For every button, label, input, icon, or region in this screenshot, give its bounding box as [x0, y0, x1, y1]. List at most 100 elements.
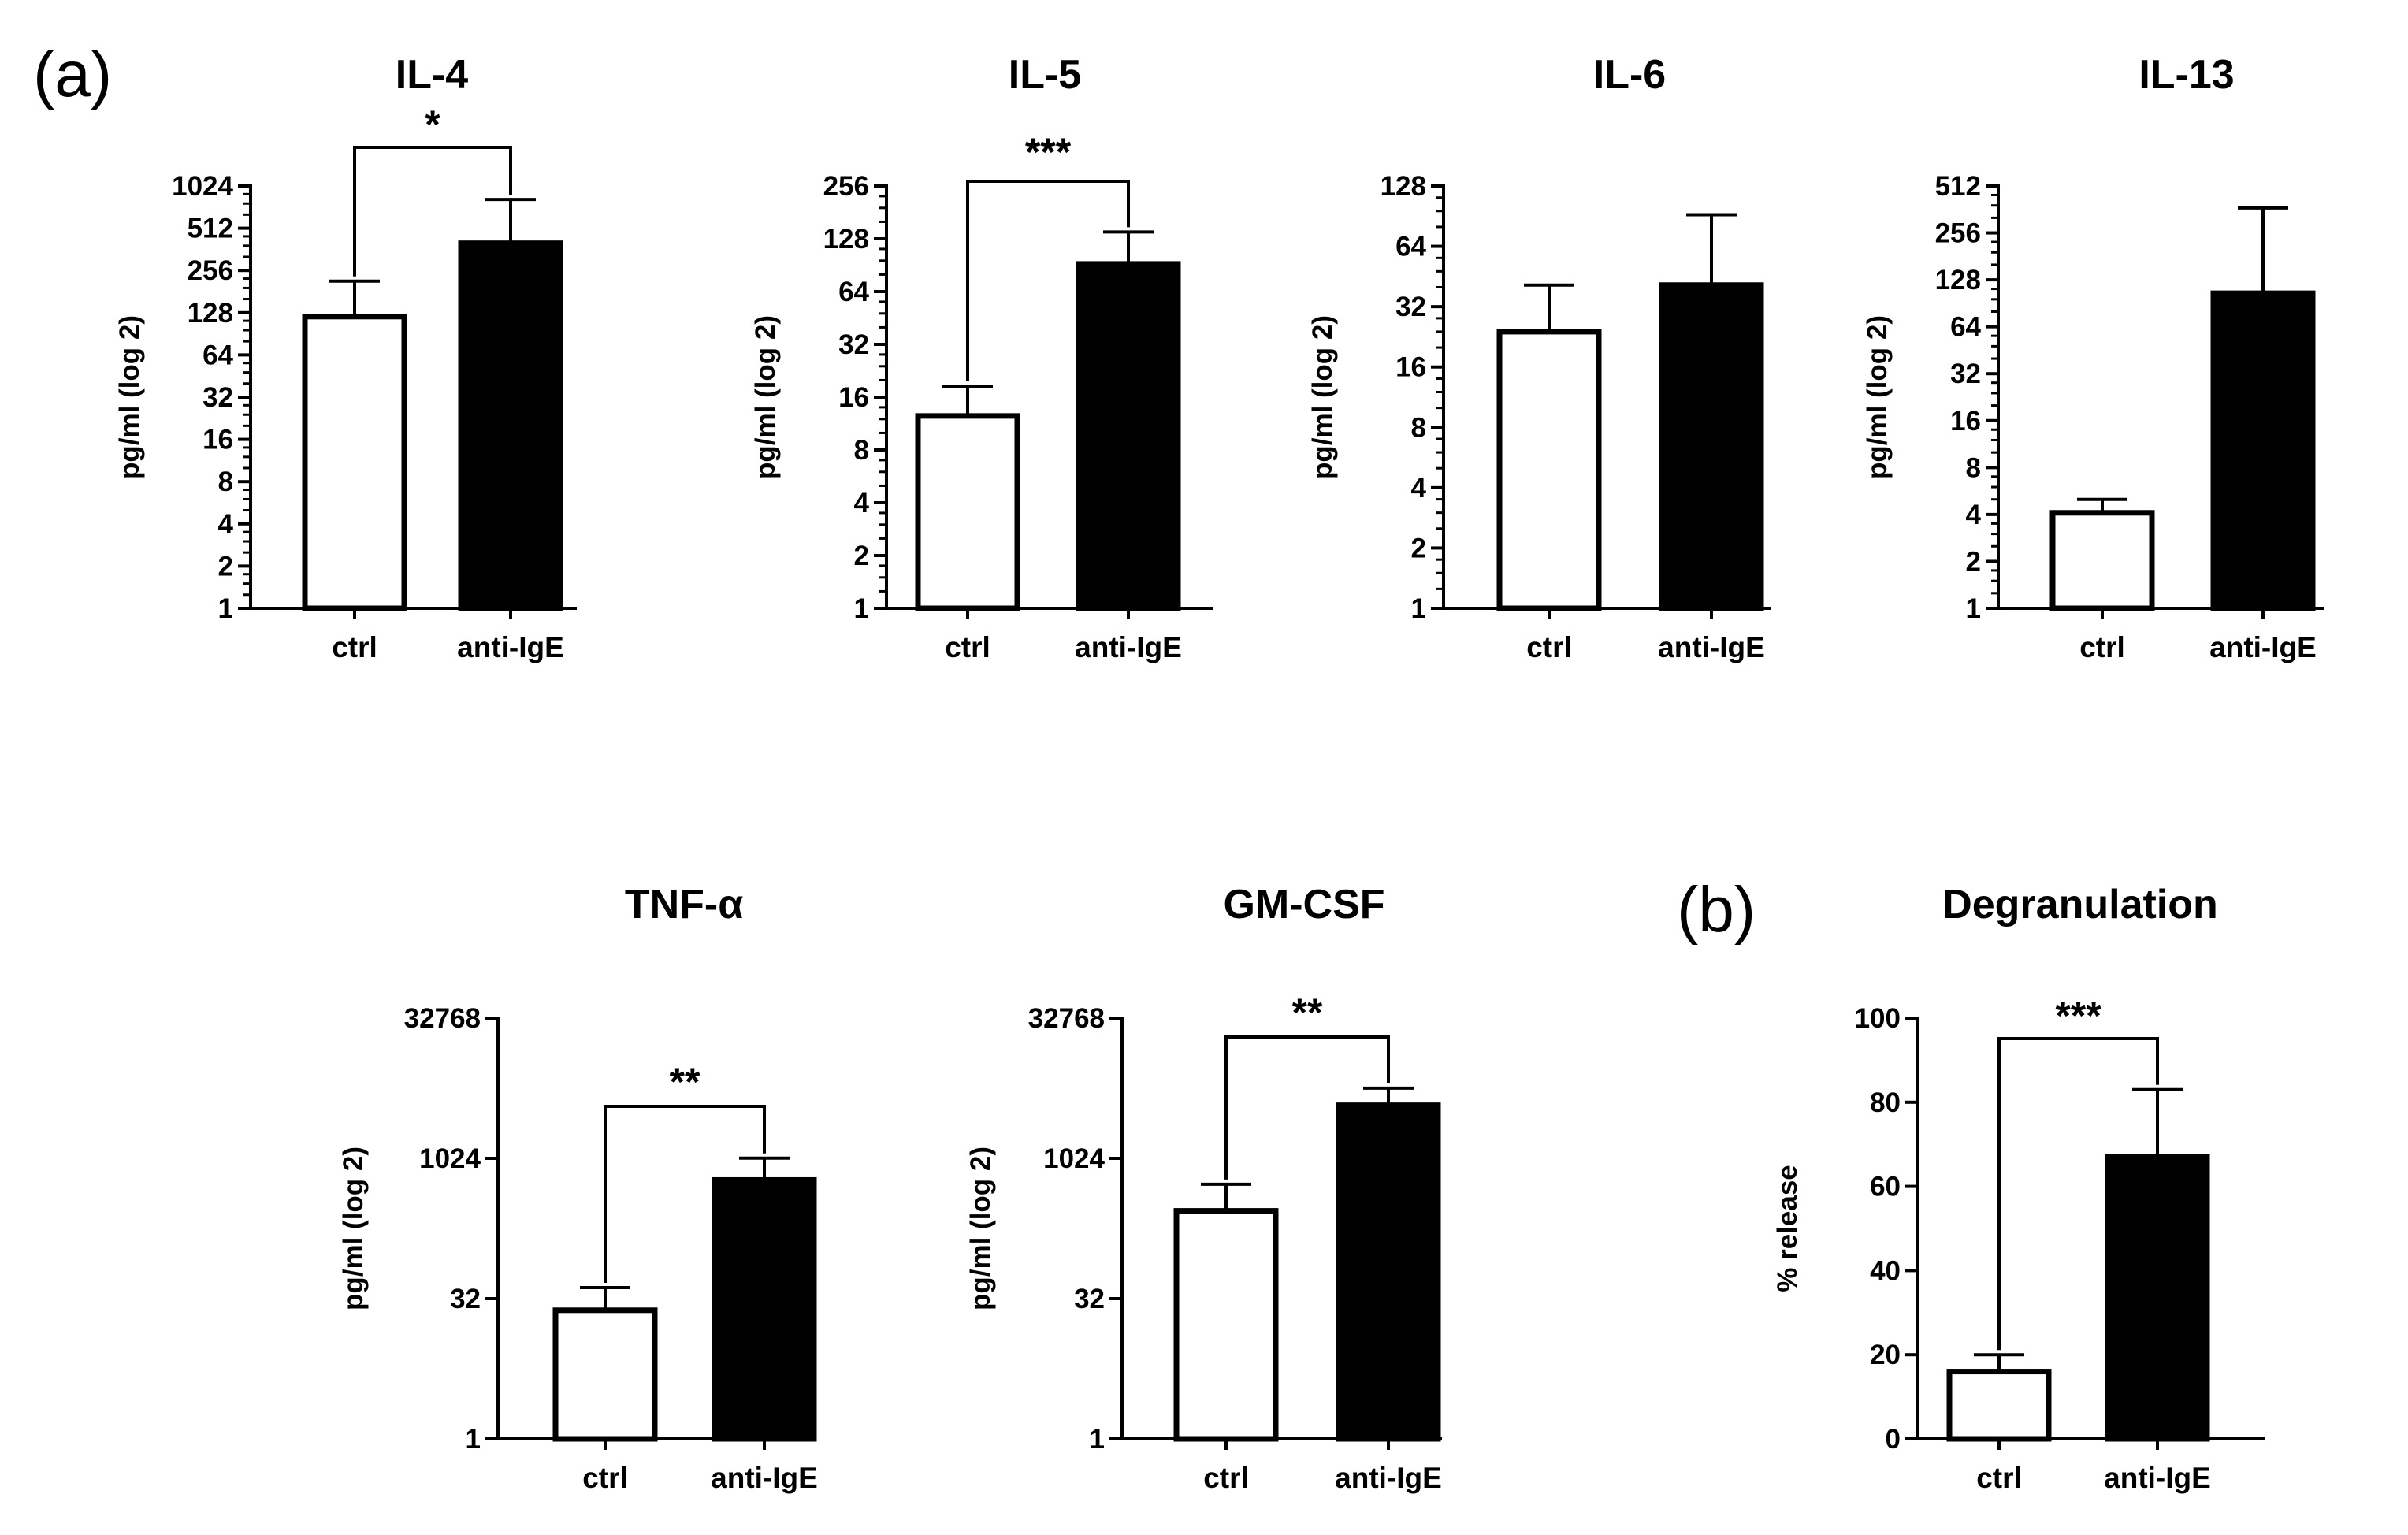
y-tick-label: 4: [1966, 500, 1982, 530]
x-tick-label: ctrl: [945, 631, 990, 663]
bar-ctrl: [302, 314, 407, 611]
bar-ctrl: [915, 413, 1020, 611]
y-tick-label: 1: [854, 593, 869, 624]
y-axis-label: pg/ml (log 2): [965, 1147, 996, 1310]
bar-anti-ige: [2105, 1154, 2210, 1442]
y-tick-label: 64: [1950, 312, 1981, 343]
y-tick-label: 16: [838, 382, 869, 413]
bar-ctrl: [2049, 510, 2155, 611]
y-tick-label: 32768: [404, 1003, 481, 1034]
significance-label: **: [670, 1060, 700, 1104]
y-tick-label: 4: [218, 509, 234, 540]
significance-label: *: [425, 102, 440, 147]
y-tick-label: 0: [1886, 1424, 1901, 1455]
y-tick-label: 8: [1966, 452, 1981, 483]
y-tick-label: 512: [188, 214, 233, 244]
chart-0: IL-4 pg/ml (log 2) 1 2 4 8 16 32 64 128 256 512 1024…: [114, 52, 577, 663]
x-tick-label: ctrl: [1526, 631, 1572, 663]
y-tick-label: 1: [218, 593, 233, 624]
x-tick-label: ctrl: [1203, 1462, 1249, 1494]
y-tick-label: 1: [466, 1424, 481, 1455]
bar-anti-ige: [1336, 1102, 1441, 1442]
x-tick-label: anti-IgE: [711, 1462, 818, 1494]
y-tick-label: 128: [188, 298, 233, 329]
y-tick-label: 1024: [172, 171, 233, 202]
bar-ctrl: [1946, 1369, 2052, 1442]
y-axis-label: pg/ml (log 2): [1307, 315, 1338, 479]
y-axis-label: % release: [1772, 1165, 1803, 1292]
y-tick-label: 4: [854, 488, 870, 518]
x-tick-label: ctrl: [1976, 1462, 2022, 1494]
y-tick-label: 256: [188, 255, 233, 286]
x-tick-label: anti-IgE: [1075, 631, 1182, 663]
y-axis-label: pg/ml (log 2): [750, 315, 781, 479]
bar-anti-ige: [1076, 261, 1181, 611]
y-tick-label: 1: [1090, 1424, 1105, 1455]
y-tick-label: 32: [1950, 359, 1981, 389]
significance-label: ***: [2055, 994, 2101, 1038]
y-tick-label: 16: [1395, 352, 1426, 383]
y-tick-label: 32: [1074, 1284, 1105, 1314]
y-tick-label: 60: [1870, 1172, 1901, 1202]
x-tick-label: anti-IgE: [2209, 631, 2317, 663]
chart-title: IL-6: [1593, 52, 1666, 98]
y-tick-label: 512: [1935, 171, 1981, 202]
y-tick-label: 64: [1395, 232, 1426, 262]
significance-bracket: [353, 146, 512, 277]
chart-5: GM-CSF pg/ml (log 2) 1 32 1024 32768 ctrl anti-…: [965, 882, 1442, 1494]
chart-4: TNF-α pg/ml (log 2) 1 32 1024 32768 ctrl anti-I…: [338, 882, 818, 1494]
y-tick-label: 8: [218, 466, 233, 497]
y-axis-label: pg/ml (log 2): [338, 1147, 369, 1310]
bar-anti-ige: [1659, 282, 1764, 611]
y-tick-label: 32768: [1028, 1003, 1105, 1034]
y-tick-label: 1024: [419, 1143, 481, 1174]
y-tick-label: 4: [1411, 473, 1427, 504]
chart-3: IL-13 pg/ml (log 2) 1 2 4 8 16 32 64 128 256 512 ctr…: [1862, 52, 2324, 663]
significance-label: **: [1292, 991, 1323, 1035]
y-tick-label: 128: [1935, 265, 1981, 295]
y-tick-label: 100: [1855, 1003, 1901, 1034]
y-tick-label: 1: [1966, 593, 1981, 624]
y-tick-label: 2: [854, 541, 869, 571]
bar-anti-ige: [2210, 290, 2316, 611]
y-tick-label: 1024: [1043, 1143, 1105, 1174]
significance-label: ***: [1025, 130, 1072, 174]
x-tick-label: anti-IgE: [2104, 1462, 2211, 1494]
charts-container: IL-4pg/ml (log 2)12481632641282565121024…: [114, 52, 2324, 1494]
y-tick-label: 20: [1870, 1340, 1901, 1370]
y-tick-label: 256: [1935, 218, 1981, 249]
y-tick-label: 256: [823, 171, 869, 202]
significance-bracket: [1997, 1037, 2159, 1351]
y-axis-label: pg/ml (log 2): [1862, 315, 1893, 479]
y-tick-label: 64: [203, 340, 233, 370]
y-tick-label: 1: [1411, 593, 1426, 624]
chart-title: Degranulation: [1942, 882, 2218, 927]
x-tick-label: ctrl: [332, 631, 377, 663]
chart-1: IL-5 pg/ml (log 2) 1 2 4 8 16 32 64 128 256 ctrl ant…: [750, 52, 1213, 663]
y-tick-label: 2: [1966, 546, 1981, 577]
y-tick-label: 16: [203, 425, 233, 455]
bar-anti-ige: [712, 1176, 817, 1442]
bar-anti-ige: [458, 240, 563, 611]
bar-ctrl: [1496, 329, 1602, 611]
chart-title: IL-4: [396, 52, 469, 98]
chart-6: Degranulation % release 0 20 40 60 80 100 ctrl an…: [1772, 882, 2265, 1494]
significance-bracket: [966, 180, 1130, 381]
y-tick-label: 16: [1950, 406, 1981, 437]
y-tick-label: 8: [854, 435, 869, 466]
y-tick-label: 128: [823, 224, 869, 255]
x-tick-label: anti-IgE: [1658, 631, 1765, 663]
y-tick-label: 2: [218, 551, 233, 582]
bar-ctrl: [1173, 1208, 1279, 1442]
chart-2: IL-6 pg/ml (log 2) 1 2 4 8 16 32 64 128 ctrl anti-I…: [1307, 52, 1771, 663]
y-tick-label: 32: [203, 382, 233, 413]
panel-label-a: (a): [33, 39, 112, 110]
x-tick-label: anti-IgE: [457, 631, 564, 663]
y-tick-label: 80: [1870, 1087, 1901, 1118]
chart-title: IL-5: [1009, 52, 1081, 98]
y-tick-label: 32: [1395, 292, 1426, 322]
x-tick-label: anti-IgE: [1335, 1462, 1442, 1494]
significance-bracket: [1224, 1035, 1390, 1180]
panel-label-b: (b): [1677, 874, 1756, 946]
